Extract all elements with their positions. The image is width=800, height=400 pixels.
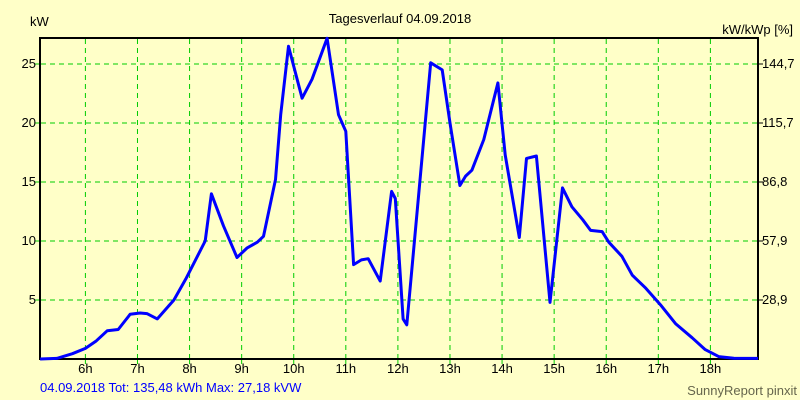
x-tick-label: 9h [234,361,249,376]
x-tick-label: 10h [282,361,305,376]
x-tick-label: 16h [595,361,618,376]
x-tick-label: 14h [491,361,513,376]
x-tick-label: 12h [387,361,409,376]
daily-summary-text: 04.09.2018 Tot: 135,48 kWh Max: 27,18 kV… [40,380,302,395]
y-tick-label-kw: 25 [21,56,36,71]
power-curve [40,36,759,361]
x-tick-label: 6h [78,361,93,376]
y-tick-label-kw: 10 [21,233,36,248]
plot-frame [39,37,759,360]
x-tick-label: 18h [699,361,722,376]
x-tick-label: 8h [182,361,197,376]
x-tick-label: 11h [335,361,357,376]
x-tick-label: 15h [543,361,565,376]
y-tick-label-percent: 144,7 [762,56,795,71]
y-tick-label-percent: 28,9 [762,292,788,307]
x-tick-label: 13h [439,361,461,376]
right-axis-unit-label: kW/kWp [%] [722,22,793,37]
y-tick-label-kw: 20 [21,115,36,130]
y-tick-label-percent: 86,8 [762,174,788,189]
x-tick-label: 17h [647,361,670,376]
chart-title: Tagesverlauf 04.09.2018 [328,11,472,26]
y-tick-label-percent: 115,7 [762,115,794,130]
y-tick-label-kw: 5 [28,292,36,307]
y-tick-label-percent: 57,9 [762,233,788,248]
left-axis-unit-label: kW [30,14,49,29]
x-tick-label: 7h [130,361,145,376]
y-tick-label-kw: 15 [21,174,36,189]
brand-credit-text: SunnyReport pinxit [687,383,797,398]
